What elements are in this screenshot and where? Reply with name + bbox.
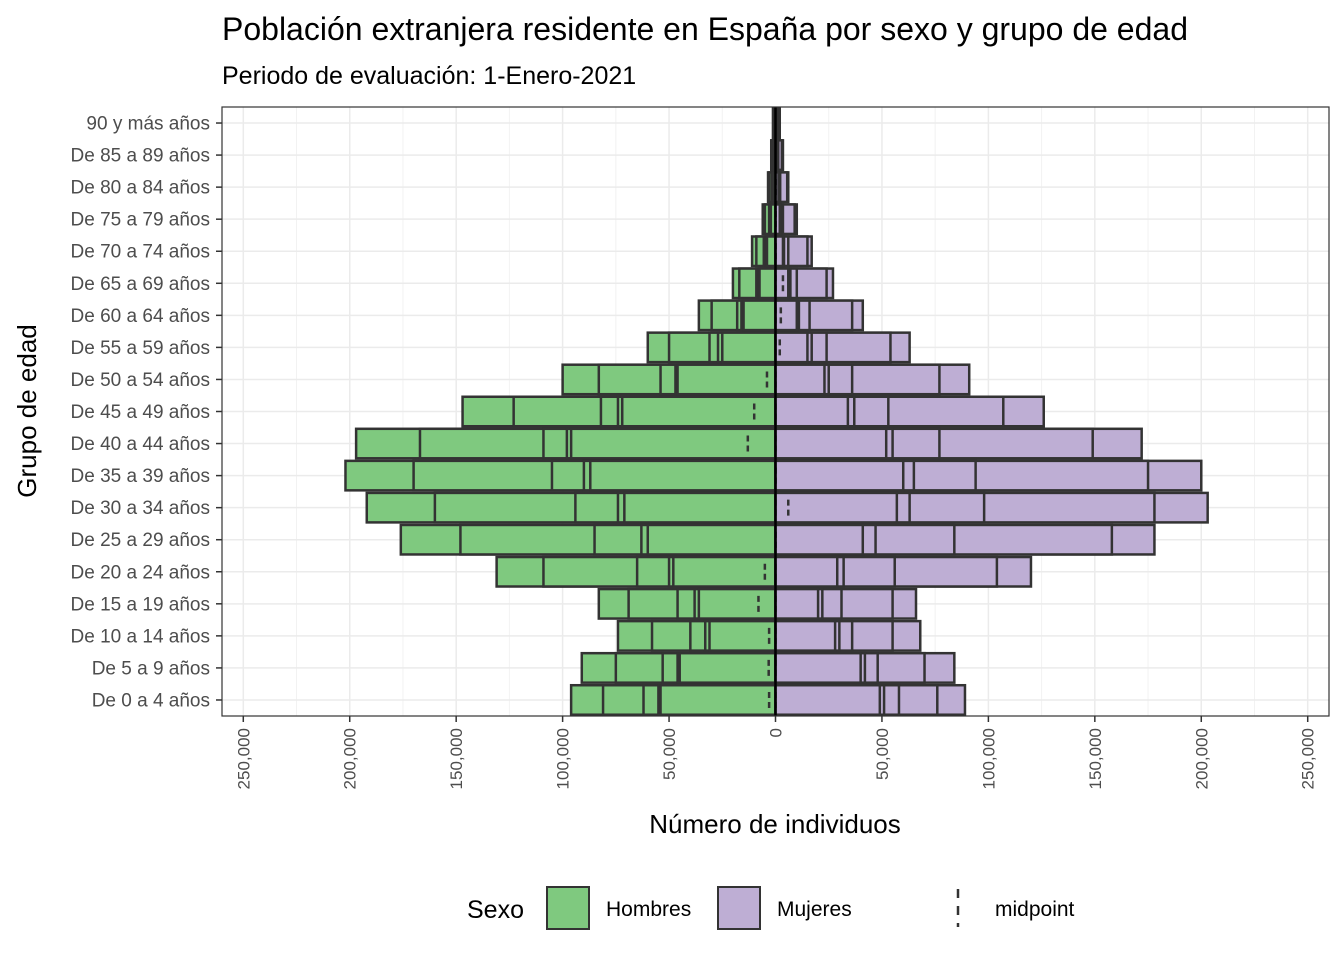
bar-hombres-segment — [765, 235, 777, 268]
bars-layer — [344, 107, 1209, 716]
x-tick-label: 200,000 — [1192, 728, 1211, 789]
x-tick-label: 250,000 — [234, 728, 253, 789]
bar-mujeres-segment — [774, 555, 839, 588]
bar-mujeres-segment — [774, 427, 888, 460]
y-axis-ticks: De 0 a 4 años De 5 a 9 años De 10 a 14 año… — [71, 114, 222, 711]
y-tick-label: De 25 a 29 años — [71, 530, 210, 551]
x-tick-label: 150,000 — [1086, 728, 1105, 789]
bar-mujeres-segment — [774, 523, 865, 556]
x-tick-label: 100,000 — [554, 728, 573, 789]
y-tick-label: De 0 a 4 años — [92, 690, 210, 711]
x-tick-label: 0 — [767, 728, 786, 737]
bar-hombres-segment — [697, 587, 777, 620]
y-tick-label: De 55 a 59 años — [71, 338, 210, 359]
x-axis-title: Número de individuos — [649, 809, 900, 839]
legend-label-midpoint: midpoint — [995, 898, 1075, 921]
bar-mujeres-segment — [774, 459, 905, 492]
y-tick-label: De 60 a 64 años — [71, 306, 210, 327]
bar-hombres-segment — [758, 267, 777, 300]
x-tick-label: 50,000 — [660, 728, 679, 780]
y-tick-label: De 65 a 69 años — [71, 274, 210, 295]
x-tick-label: 250,000 — [1299, 728, 1318, 789]
bar-mujeres-segment — [774, 299, 799, 332]
bar-hombres-segment — [659, 683, 777, 716]
bar-mujeres-segment — [774, 619, 837, 652]
bar-mujeres-segment — [774, 491, 899, 524]
bar-hombres-segment — [589, 459, 777, 492]
bar-hombres-segment — [678, 651, 777, 684]
y-tick-label: De 45 a 49 años — [71, 402, 210, 423]
y-tick-label: 90 y más años — [86, 114, 210, 135]
bar-hombres-segment — [620, 395, 777, 428]
bar-mujeres-segment — [774, 267, 790, 300]
x-tick-label: 200,000 — [341, 728, 360, 789]
bar-hombres-segment — [646, 523, 777, 556]
bar-mujeres-segment — [774, 395, 850, 428]
y-tick-label: De 70 a 74 años — [71, 242, 210, 263]
y-axis-title: Grupo de edad — [12, 324, 42, 497]
legend: Sexo Hombres Mujeres midpoint — [467, 886, 1075, 930]
x-axis-ticks: 250,000 200,000 150,000 100,000 50,000 0 50,00… — [234, 716, 1318, 789]
y-tick-label: De 40 a 44 años — [71, 434, 210, 455]
legend-swatch-mujeres — [717, 886, 761, 930]
bar-hombres-segment — [676, 363, 777, 396]
y-tick-label: De 75 a 79 años — [71, 210, 210, 231]
chart-title: Población extranjera residente en España… — [222, 11, 1188, 47]
y-tick-label: De 30 a 34 años — [71, 498, 210, 519]
y-tick-label: De 20 a 24 años — [71, 562, 210, 583]
y-tick-label: De 85 a 89 años — [71, 146, 210, 167]
bar-mujeres-segment — [774, 683, 882, 716]
chart-subtitle: Periodo de evaluación: 1-Enero-2021 — [222, 62, 636, 90]
legend-label-hombres: Hombres — [606, 898, 691, 921]
bar-mujeres-segment — [774, 331, 809, 364]
y-tick-label: De 15 a 19 años — [71, 594, 210, 615]
bar-hombres-segment — [708, 619, 777, 652]
bar-mujeres-segment — [774, 651, 862, 684]
bar-hombres-segment — [569, 427, 777, 460]
bar-hombres-segment — [623, 491, 777, 524]
bar-mujeres-segment — [774, 363, 826, 396]
legend-swatch-hombres — [546, 886, 590, 930]
legend-label-mujeres: Mujeres — [777, 898, 852, 921]
bar-mujeres-segment — [774, 587, 820, 620]
legend-title: Sexo — [467, 896, 524, 924]
x-tick-label: 150,000 — [447, 728, 466, 789]
y-tick-label: De 35 a 39 años — [71, 466, 210, 487]
y-tick-label: De 5 a 9 años — [92, 658, 210, 679]
x-tick-label: 100,000 — [979, 728, 998, 789]
bar-hombres-segment — [672, 555, 777, 588]
x-tick-label: 50,000 — [873, 728, 892, 780]
y-tick-label: De 10 a 14 años — [71, 626, 210, 647]
y-tick-label: De 80 a 84 años — [71, 178, 210, 199]
bar-hombres-segment — [742, 299, 777, 332]
y-tick-label: De 50 a 54 años — [71, 370, 210, 391]
bar-hombres-segment — [721, 331, 777, 364]
